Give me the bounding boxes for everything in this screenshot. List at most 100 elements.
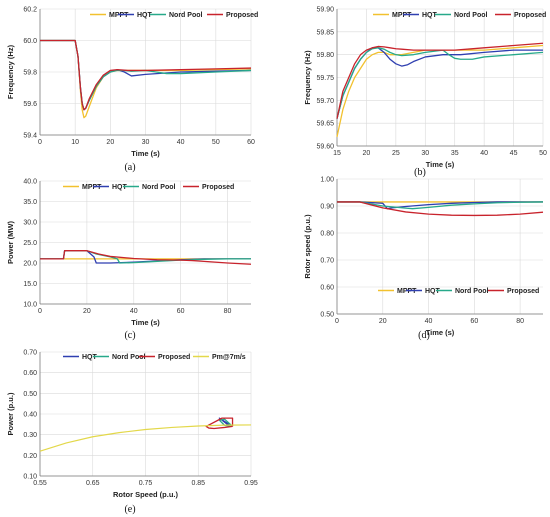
x-tick-label: 60 [177, 308, 185, 315]
legend-entry: Proposed [507, 288, 539, 295]
legend-entry: HQT [422, 12, 438, 19]
x-tick-label: 45 [510, 150, 518, 157]
legend-entry: HQT [112, 184, 128, 191]
x-tick-label: 0.75 [139, 480, 153, 487]
y-tick-label: 59.80 [316, 52, 334, 59]
y-tick-label: 0.70 [23, 350, 37, 357]
y-tick-label: 0.20 [23, 453, 37, 460]
x-tick-label: 40 [480, 150, 488, 157]
series-line-hqt [40, 250, 251, 264]
series-line-nord-pool [336, 47, 544, 119]
x-tick-label: 0 [38, 139, 42, 146]
x-tick-label: 40 [177, 139, 185, 146]
legend-entry: Proposed [202, 184, 234, 191]
panel-label: (c) [124, 330, 135, 341]
y-tick-label: 1.00 [320, 177, 334, 184]
y-tick-label: 0.10 [23, 474, 37, 481]
y-tick-label: 40.0 [23, 179, 37, 186]
x-tick-label: 0.85 [191, 480, 205, 487]
x-tick-label: 80 [516, 318, 524, 325]
y-tick-label: 35.0 [23, 199, 37, 206]
chart-b: 59.60 59.65 59.70 59.75 59.80 59.85 59.90 15 20 2… [303, 7, 547, 179]
chart-e: 0.10 0.20 0.30 0.40 0.50 0.60 0.70 0.55 0.65 0.75… [6, 350, 258, 516]
x-tick-label: 30 [142, 139, 150, 146]
x-axis-label: Rotor Speed (p.u.) [113, 490, 178, 499]
legend-entry: MPPT [109, 12, 129, 19]
x-tick-label: 20 [363, 150, 371, 157]
series-line-proposed [205, 417, 234, 430]
legend-entry: Nord Pool [112, 354, 145, 361]
series-line-proposed [336, 42, 544, 119]
y-axis-label: Rotor speed (p.u.) [303, 214, 312, 279]
x-tick-label: 25 [392, 150, 400, 157]
x-tick-label: 30 [421, 150, 429, 157]
x-tick-label: 0.55 [33, 480, 47, 487]
x-tick-label: 0 [335, 318, 339, 325]
legend-entry: Nord Pool [169, 12, 202, 19]
x-tick-label: 40 [425, 318, 433, 325]
y-tick-label: 59.8 [23, 70, 37, 77]
y-tick-label: 59.85 [316, 29, 334, 36]
legend-entry: HQT [82, 354, 98, 361]
x-tick-label: 20 [83, 308, 91, 315]
x-tick-label: 0.65 [86, 480, 100, 487]
x-tick-label: 20 [379, 318, 387, 325]
y-tick-label: 59.6 [23, 101, 37, 108]
series-line-pm-7m-s [39, 424, 252, 452]
series-line-proposed [40, 250, 252, 265]
legend-entry: HQT [425, 288, 441, 295]
x-tick-label: 10 [71, 139, 79, 146]
x-tick-label: 60 [247, 139, 255, 146]
panel-label: (b) [414, 167, 426, 178]
x-axis-label: Time (s) [131, 318, 160, 327]
y-tick-label: 60.2 [23, 7, 37, 14]
y-tick-label: 25.0 [23, 240, 37, 247]
series-line-hqt [337, 201, 543, 210]
x-axis-label: Time (s) [131, 149, 160, 158]
y-tick-label: 59.4 [23, 133, 37, 140]
x-tick-label: 60 [470, 318, 478, 325]
y-tick-label: 60.0 [23, 38, 37, 45]
panel-label: (a) [124, 162, 135, 173]
x-tick-label: 40 [130, 308, 138, 315]
chart-d: 0.50 0.60 0.70 0.80 0.90 1.00 0 20 40 60 80 Time (s… [303, 177, 544, 341]
legend-entry: Proposed [226, 12, 258, 19]
y-tick-label: 0.60 [320, 285, 334, 292]
y-tick-label: 0.60 [23, 370, 37, 377]
legend-entry: Pm@7m/s [212, 354, 246, 361]
y-tick-label: 0.50 [23, 391, 37, 398]
x-tick-label: 50 [212, 139, 220, 146]
x-axis-label: Time (s) [426, 328, 455, 337]
y-tick-label: 0.50 [320, 312, 334, 319]
y-axis-label: Frequency (Hz) [6, 44, 15, 99]
x-tick-label: 50 [539, 150, 547, 157]
y-axis-label: Power (p.u.) [6, 392, 15, 435]
y-tick-label: 59.75 [316, 75, 334, 82]
series-line-proposed [337, 201, 544, 217]
y-tick-label: 59.90 [316, 7, 334, 14]
y-tick-label: 0.90 [320, 204, 334, 211]
panel-label: (e) [124, 504, 135, 515]
y-tick-label: 20.0 [23, 261, 37, 268]
y-axis-label: Power (MW) [6, 221, 15, 264]
legend-entry: MPPT [392, 12, 412, 19]
x-tick-label: 0 [38, 308, 42, 315]
x-tick-label: 80 [224, 308, 232, 315]
x-axis-label: Time (s) [426, 160, 455, 169]
legend-entry: MPPT [82, 184, 102, 191]
legend-entry: Nord Pool [455, 288, 488, 295]
chart-c: 10.0 15.0 20.0 25.0 30.0 35.0 40.0 0 20 40 60 80 Tim… [6, 179, 252, 341]
legend-entry: Proposed [514, 12, 546, 19]
y-tick-label: 15.0 [23, 281, 37, 288]
series-line-nord-pool [337, 201, 544, 210]
y-tick-label: 0.40 [23, 412, 37, 419]
legend-entry: Proposed [158, 354, 190, 361]
y-tick-label: 0.80 [320, 231, 334, 238]
x-tick-label: 20 [106, 139, 114, 146]
legend-entry: HQT [137, 12, 153, 19]
y-tick-label: 30.0 [23, 220, 37, 227]
panel-label: (d) [418, 330, 430, 341]
y-tick-label: 59.60 [316, 144, 334, 151]
y-tick-label: 0.30 [23, 432, 37, 439]
y-tick-label: 0.70 [320, 258, 334, 265]
